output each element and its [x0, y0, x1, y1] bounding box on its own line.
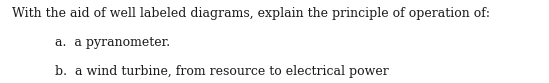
Text: b.  a wind turbine, from resource to electrical power: b. a wind turbine, from resource to elec… — [55, 65, 389, 78]
Text: a.  a pyranometer.: a. a pyranometer. — [55, 36, 170, 49]
Text: With the aid of well labeled diagrams, explain the principle of operation of:: With the aid of well labeled diagrams, e… — [12, 7, 490, 21]
